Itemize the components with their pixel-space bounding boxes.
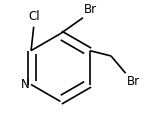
Text: Cl: Cl	[28, 10, 40, 23]
Text: Br: Br	[127, 75, 140, 88]
Text: Br: Br	[84, 3, 97, 16]
Text: N: N	[21, 78, 29, 91]
